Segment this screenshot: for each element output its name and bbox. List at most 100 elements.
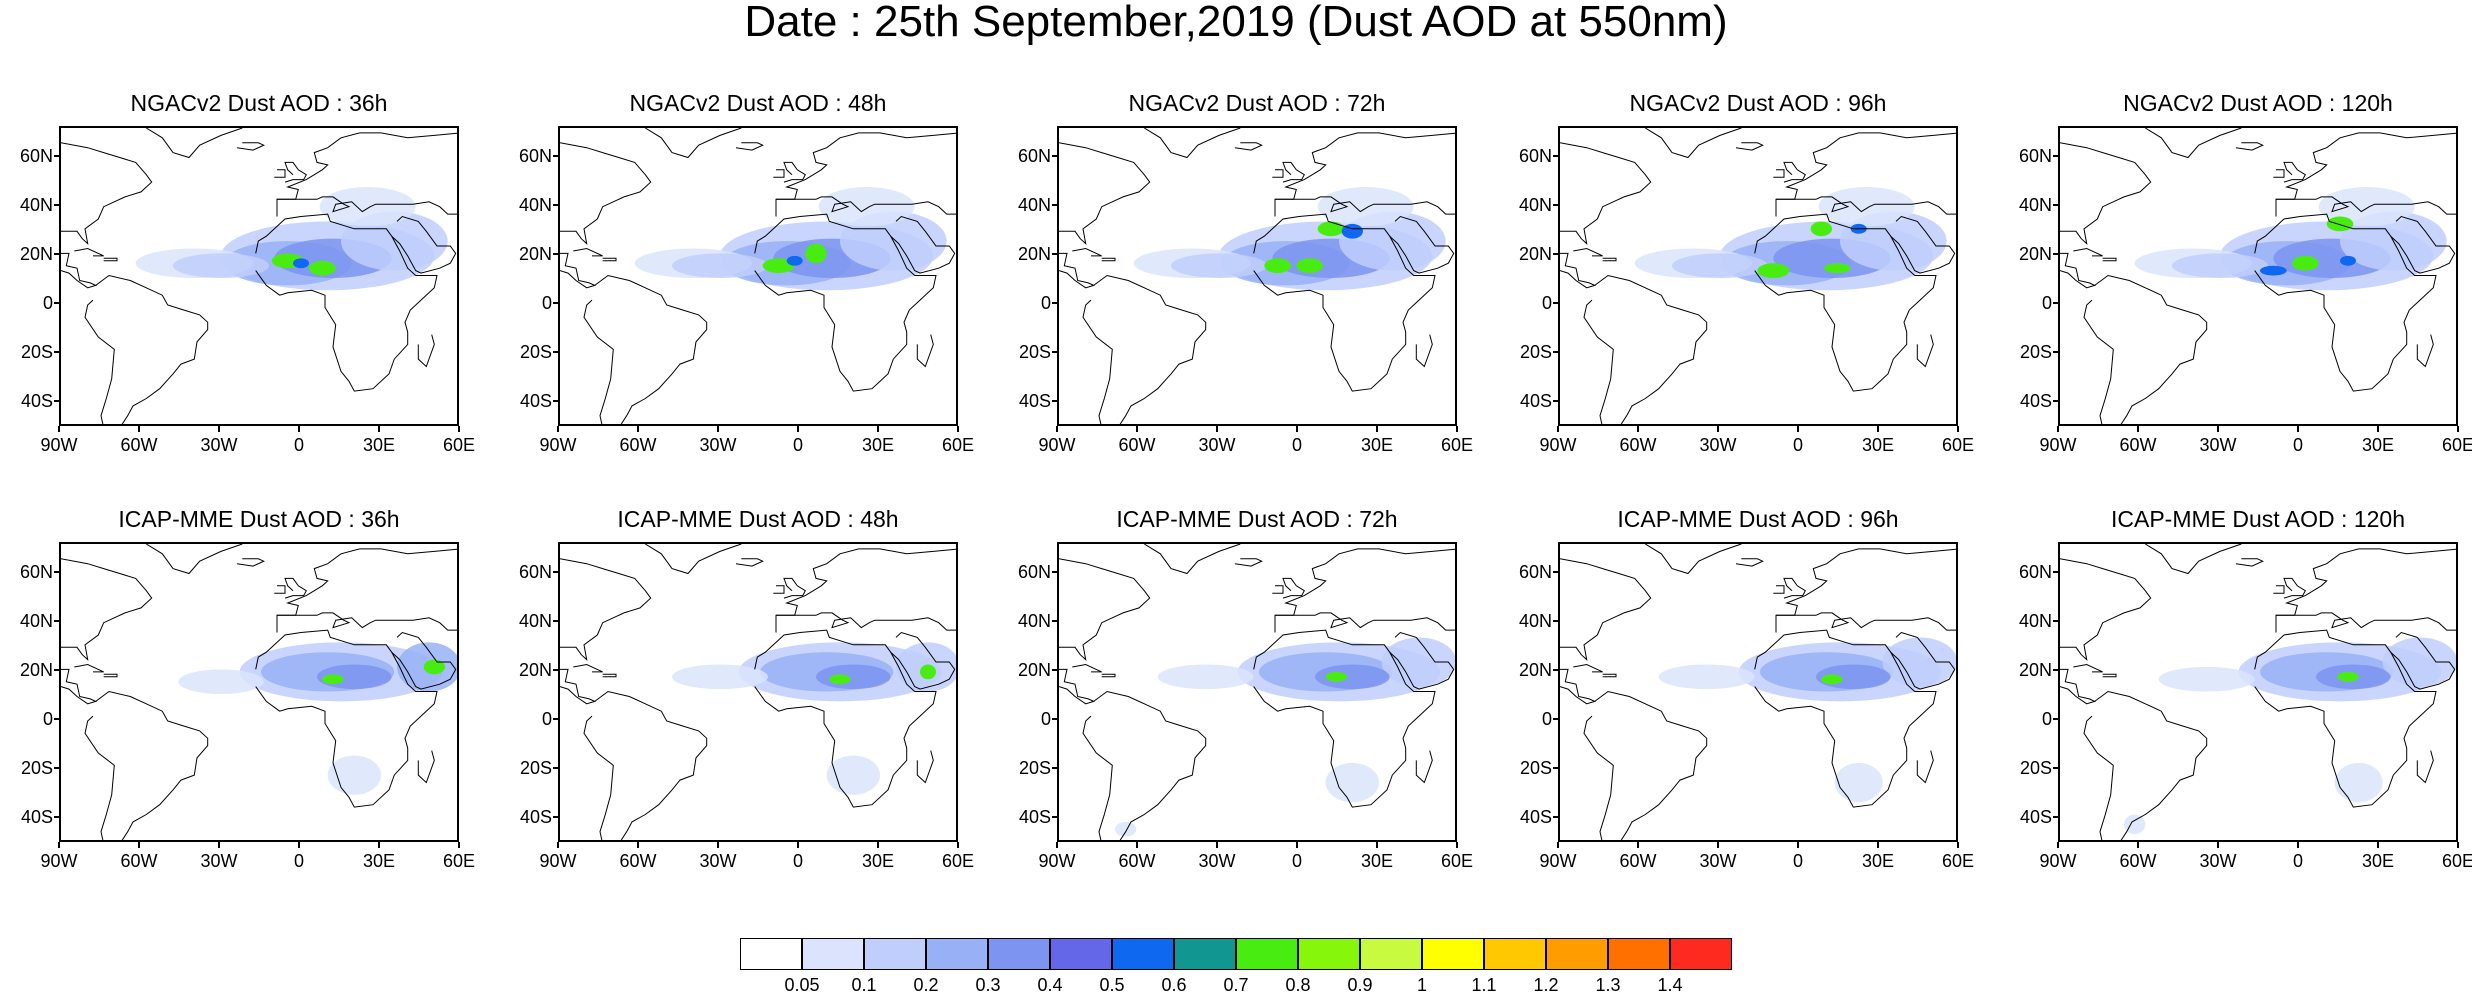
latitude-tick-label: 20S <box>1018 342 1051 363</box>
longitude-tick <box>1877 426 1879 432</box>
longitude-tick <box>298 426 300 432</box>
coastline <box>2416 750 2434 784</box>
coastline <box>1389 215 1455 274</box>
dust-plume-region <box>672 253 768 278</box>
coastline <box>1754 213 1937 392</box>
coastline <box>560 252 597 289</box>
panel-title: ICAP-MME Dust AOD : 120h <box>2111 506 2405 532</box>
coastline <box>1059 558 1151 661</box>
coastline <box>2283 577 2306 599</box>
dust-plume-region <box>1157 664 1254 690</box>
coastline <box>1776 612 1956 631</box>
latitude-tick <box>1553 302 1558 305</box>
longitude-tick <box>1717 842 1719 848</box>
coastline <box>2083 274 2208 424</box>
latitude-tick-label: 60N <box>1017 145 1051 166</box>
latitude-tick-label: 60N <box>1518 145 1552 166</box>
dust-plume-region <box>1325 671 1347 682</box>
coastline <box>916 334 934 368</box>
coastline <box>776 612 956 631</box>
longitude-tick <box>2377 842 2379 848</box>
coastline <box>2073 247 2103 257</box>
latitude-tick <box>54 570 59 573</box>
coastline <box>1234 558 1263 567</box>
longitude-tick-label: 90W <box>2039 851 2077 871</box>
coastline <box>1560 558 1652 661</box>
coastline <box>1072 247 1102 257</box>
coastline <box>61 252 98 289</box>
coastline <box>2276 196 2456 215</box>
coastline <box>560 668 597 705</box>
coastline <box>583 690 708 840</box>
longitude-tick <box>1557 426 1559 432</box>
longitude-tick-label: 30E <box>1861 851 1895 871</box>
longitude-tick <box>1056 426 1058 432</box>
map-canvas <box>2060 544 2456 840</box>
coastline <box>1560 668 1597 705</box>
panel-title: ICAP-MME Dust AOD : 72h <box>1116 506 1398 532</box>
map-canvas <box>61 128 457 424</box>
coastline <box>1783 577 1806 599</box>
dust-plume-region <box>786 255 803 266</box>
latitude-tick-label: 40N <box>1017 610 1051 631</box>
coastline <box>276 548 457 633</box>
colorbar-swatch <box>1050 938 1112 970</box>
coastline <box>1583 274 1708 424</box>
coastline <box>2060 252 2097 289</box>
latitude-tick-label: 60N <box>2018 145 2052 166</box>
coastline <box>236 142 265 151</box>
longitude-tick-label: 90W <box>1038 435 1076 455</box>
dust-plume-region <box>2124 814 2146 835</box>
latitude-tick <box>54 400 59 403</box>
latitude-tick-label: 0 <box>42 293 53 314</box>
latitude-tick-label: 20S <box>519 758 552 779</box>
longitude-tick-label: 60E <box>442 435 476 455</box>
panel-title: NGACv2 Dust AOD : 36h <box>130 90 388 116</box>
latitude-tick-label: 20S <box>2019 342 2052 363</box>
dust-plume-region <box>805 243 827 264</box>
latitude-tick <box>553 718 558 721</box>
longitude-tick <box>2137 426 2139 432</box>
longitude-tick-label: 30W <box>2199 435 2237 455</box>
coastline <box>916 750 934 784</box>
coastline <box>61 668 98 705</box>
latitude-tick-label: 20N <box>1518 659 1552 680</box>
coastline <box>1275 612 1455 631</box>
latitude-tick <box>54 203 59 206</box>
dust-plume-region <box>327 755 382 795</box>
dust-plume-region <box>1810 221 1832 237</box>
longitude-tick-label: 0 <box>1291 435 1302 455</box>
dust-plume-region <box>1834 762 1883 803</box>
longitude-tick-label: 30E <box>1360 851 1394 871</box>
latitude-tick <box>2053 767 2058 770</box>
dust-aod-map <box>558 126 958 426</box>
coastline <box>1272 169 1284 178</box>
latitude-tick-label: 40N <box>518 610 552 631</box>
latitude-tick <box>1052 718 1057 721</box>
longitude-tick <box>1216 842 1218 848</box>
longitude-tick-label: 60E <box>442 851 476 871</box>
dust-aod-map <box>2058 542 2458 842</box>
longitude-tick <box>2057 842 2059 848</box>
coastline <box>276 132 457 217</box>
dust-plume-region <box>2292 255 2319 271</box>
latitude-tick <box>1553 154 1558 157</box>
longitude-tick-label: 0 <box>293 851 304 871</box>
coastline <box>61 142 153 245</box>
longitude-tick <box>218 842 220 848</box>
latitude-tick-label: 0 <box>2041 293 2052 314</box>
latitude-tick <box>54 816 59 819</box>
coastline <box>2102 673 2117 678</box>
longitude-tick-label: 60E <box>1440 435 1474 455</box>
map-canvas <box>1059 128 1455 424</box>
longitude-tick <box>957 426 959 432</box>
coastline <box>2060 558 2152 661</box>
coastline <box>2273 169 2285 178</box>
latitude-tick-label: 60N <box>19 145 53 166</box>
latitude-tick <box>54 351 59 354</box>
coastline <box>602 673 617 678</box>
coastline <box>560 558 652 661</box>
longitude-tick <box>1296 426 1298 432</box>
longitude-tick-label: 30E <box>1861 435 1895 455</box>
latitude-tick-label: 20N <box>19 659 53 680</box>
